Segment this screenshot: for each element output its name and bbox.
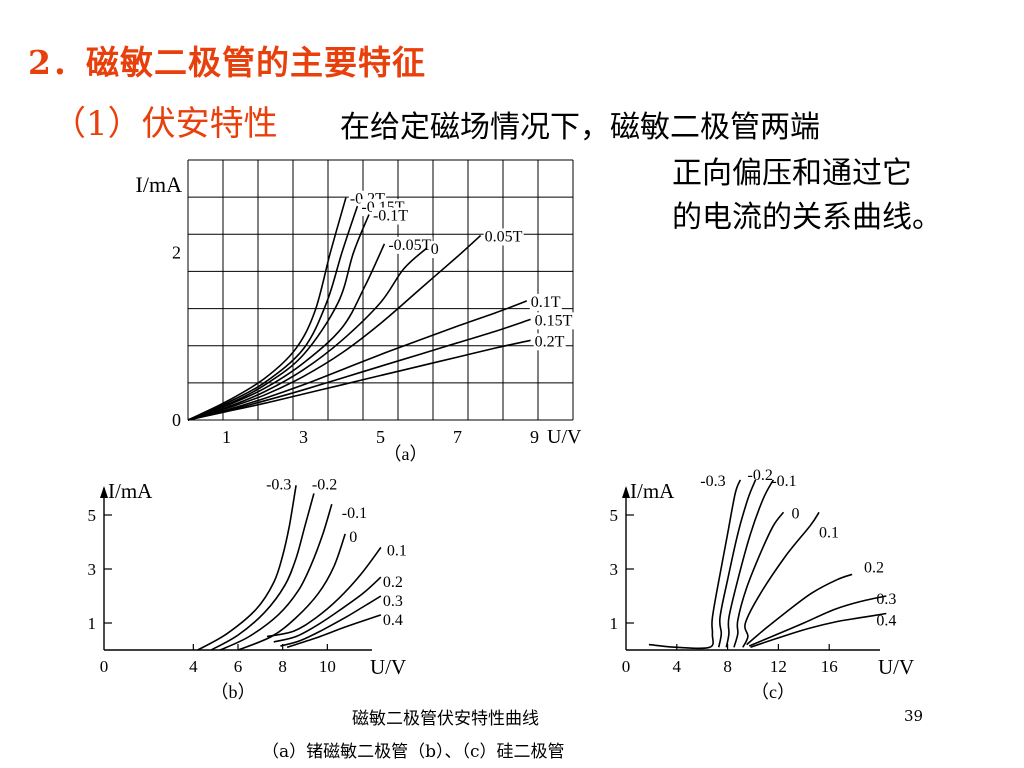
- description-line-1: 在给定磁场情况下，磁敏二极管两端: [340, 110, 820, 145]
- curve-c: [733, 511, 785, 648]
- curve-label-a: 0.2T: [535, 333, 565, 350]
- curve-label-a: 0.05T: [485, 228, 523, 245]
- curve-a: [187, 247, 428, 421]
- curve-b: [286, 614, 382, 649]
- x-tick-label: 9: [530, 427, 539, 447]
- curve-label-background: [529, 293, 562, 311]
- curve-label-c: 0.2: [864, 559, 884, 576]
- curve-b: [237, 533, 346, 651]
- curve-c: [746, 573, 853, 646]
- x-tick-label: 0: [100, 657, 109, 676]
- curve-label-background: [429, 241, 440, 259]
- curve-b: [280, 595, 382, 647]
- curve-c: [648, 479, 742, 650]
- y-tick-label: 5: [610, 506, 619, 525]
- curve-label-background: [371, 207, 410, 225]
- curve-label-b: -0.2: [312, 476, 337, 493]
- curve-label-background: [533, 333, 566, 351]
- x-tick-label: 0: [622, 657, 631, 676]
- curve-label-background: [387, 236, 433, 254]
- curve-a: [187, 197, 347, 421]
- figure-caption: 磁敏二极管伏安特性曲线: [352, 709, 539, 729]
- curve-a: [187, 300, 528, 421]
- curve-label-a: -0.05T: [388, 237, 431, 254]
- y-tick-label: 3: [610, 560, 619, 579]
- curve-label-b: 0.4: [383, 612, 403, 629]
- curve-a: [187, 205, 359, 421]
- curve-label-background: [533, 312, 574, 330]
- description-line-2: 正向偏压和通过它: [672, 156, 912, 191]
- y-tick-label: 1: [88, 614, 97, 633]
- curve-b: [219, 503, 333, 651]
- x-tick-label: 12: [770, 657, 787, 676]
- x-tick-label: 4: [673, 657, 682, 676]
- y-axis-arrow-icon: [622, 486, 630, 498]
- curve-b: [197, 485, 297, 651]
- y-axis-label: I/mA: [108, 479, 153, 503]
- curve-label-b: 0.1: [387, 542, 407, 559]
- curve-a: [187, 339, 531, 421]
- x-axis-label: U/V: [370, 655, 406, 679]
- curve-a: [187, 234, 482, 421]
- curve-c: [717, 479, 757, 648]
- curve-label-c: 0.1: [819, 524, 839, 541]
- curve-c: [750, 612, 887, 649]
- curve-label-c: 0.3: [876, 591, 896, 608]
- slide-subheading: （1）伏安特性: [52, 104, 278, 144]
- x-tick-label: 10: [319, 657, 336, 676]
- page-number: 39: [904, 707, 924, 725]
- curve-c: [742, 511, 820, 648]
- y-tick-label: 5: [88, 506, 97, 525]
- y-tick-label: 3: [88, 560, 97, 579]
- curve-label-a: 0: [431, 241, 439, 258]
- curve-label-b: 0.2: [383, 574, 403, 591]
- y-axis-label: I/mA: [136, 172, 183, 197]
- curve-label-b: 0: [349, 529, 357, 546]
- x-tick-label: 8: [723, 657, 732, 676]
- curve-label-background: [483, 228, 524, 246]
- panel-label-b: （b）: [211, 682, 256, 702]
- slide-heading: 2．磁敏二极管的主要特征: [28, 43, 426, 82]
- curve-label-c: -0.3: [700, 473, 725, 490]
- curve-label-c: 0.4: [876, 613, 896, 630]
- curve-label-c: -0.1: [771, 473, 796, 490]
- curve-label-b: -0.3: [266, 476, 291, 493]
- x-tick-label: 4: [189, 657, 198, 676]
- curve-c: [748, 595, 887, 647]
- curve-label-a: -0.1T: [373, 208, 408, 225]
- x-tick-label: 1: [222, 427, 231, 447]
- x-axis-label: U/V: [547, 426, 582, 448]
- curve-label-c: 0: [791, 505, 799, 522]
- y-axis-arrow-icon: [100, 486, 108, 498]
- curve-label-b: 0.3: [383, 593, 403, 610]
- curve-c: [725, 479, 775, 648]
- x-tick-label: 3: [299, 427, 308, 447]
- x-tick-label: 8: [278, 657, 287, 676]
- y-tick-label: 2: [172, 242, 181, 262]
- curve-label-b: -0.1: [342, 505, 367, 522]
- x-tick-label: 16: [821, 657, 838, 676]
- curve-b: [266, 546, 382, 638]
- curve-a: [187, 318, 531, 421]
- y-tick-label: 0: [172, 410, 181, 430]
- figure-subcaption: （a）锗磁敏二极管（b）、（c）硅二极管: [262, 742, 565, 762]
- x-tick-label: 6: [234, 657, 243, 676]
- panel-label-a: （a）: [384, 444, 428, 464]
- curve-a: [187, 243, 386, 421]
- y-tick-label: 1: [610, 614, 619, 633]
- description-line-3: 的电流的关系曲线。: [672, 200, 942, 235]
- x-tick-label: 7: [453, 427, 462, 447]
- curve-b: [273, 576, 382, 643]
- curve-label-a: 0.1T: [531, 294, 561, 311]
- curve-label-a: 0.15T: [535, 312, 573, 329]
- curve-b: [210, 493, 315, 651]
- curve-label-c: -0.2: [748, 467, 773, 484]
- x-tick-label: 5: [376, 427, 385, 447]
- panel-label-c: （c）: [751, 682, 795, 702]
- x-axis-label: U/V: [878, 655, 914, 679]
- y-axis-label: I/mA: [630, 479, 675, 503]
